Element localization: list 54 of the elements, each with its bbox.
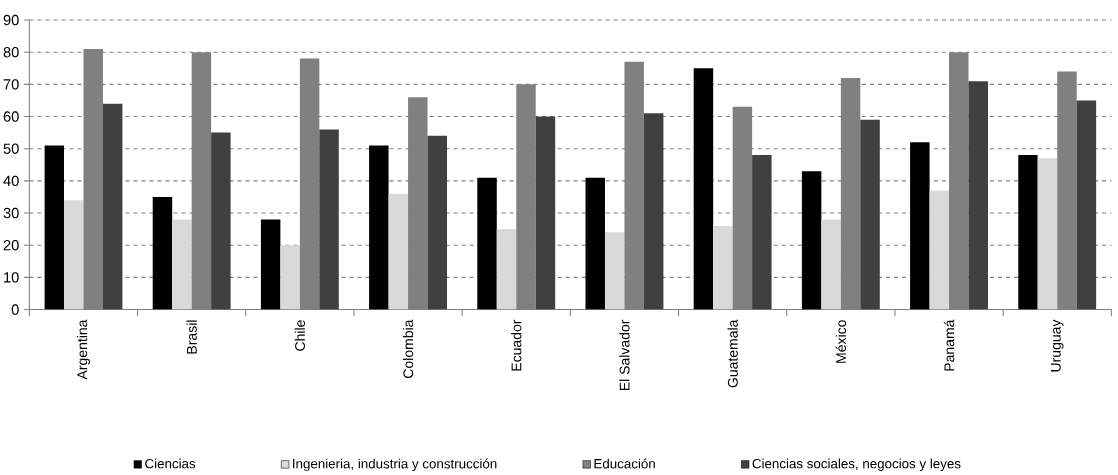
bar [44,145,64,310]
y-tick-label: 0 [11,304,19,315]
bar [604,232,625,310]
bar [427,135,448,310]
bar [693,68,714,310]
bar [821,219,841,310]
x-tick-label: Ecuador [511,319,522,371]
y-tick-label: 60 [3,111,19,122]
bar [535,116,556,310]
x-tick-label: Brasil [186,320,197,354]
bar [968,81,988,310]
bar [496,229,517,310]
x-tick-label: Chile [294,320,306,351]
x-tick-label: Uruguay [1050,319,1064,372]
y-tick-label: 90 [3,14,19,26]
bar [860,119,880,310]
bar [260,219,281,310]
bar [152,196,173,310]
bar [929,190,950,310]
x-tick-label: México [835,320,847,363]
bar [643,113,664,310]
y-tick-label: 40 [3,175,19,187]
bar [280,245,300,310]
y-tick-label: 20 [3,240,19,251]
bar [910,142,930,310]
y-tick-label: 10 [4,272,19,283]
bar [585,177,605,310]
y-tick-label: 50 [3,143,19,154]
x-tick-label: Colombia [402,319,414,379]
x-tick-label: El Salvador [619,319,630,391]
bar [211,132,231,310]
bar [752,155,772,310]
bar [63,200,84,310]
bar [319,129,339,310]
legend-label: Ingenieria, industria y construcción [293,458,497,472]
bar [1018,155,1038,310]
legend-label: Ciencias [145,458,196,469]
bar [1037,158,1058,310]
bar [388,193,409,310]
x-tick-label: Panamá [943,319,955,371]
legend-label: Educación [594,458,655,469]
bar [172,219,192,310]
x-tick-label: Argentina [76,319,90,380]
y-tick-label: 80 [3,47,19,58]
y-tick-label: 70 [3,79,19,90]
legend-label: Ciencias sociales, negocios y leyes [752,458,961,472]
bar [102,103,123,310]
y-tick-label: 30 [3,207,19,219]
bar [477,177,497,310]
bar [369,145,389,310]
bar [713,225,733,310]
bar [801,171,822,310]
bar [1076,100,1097,310]
x-tick-label: Guatemala [727,319,738,388]
